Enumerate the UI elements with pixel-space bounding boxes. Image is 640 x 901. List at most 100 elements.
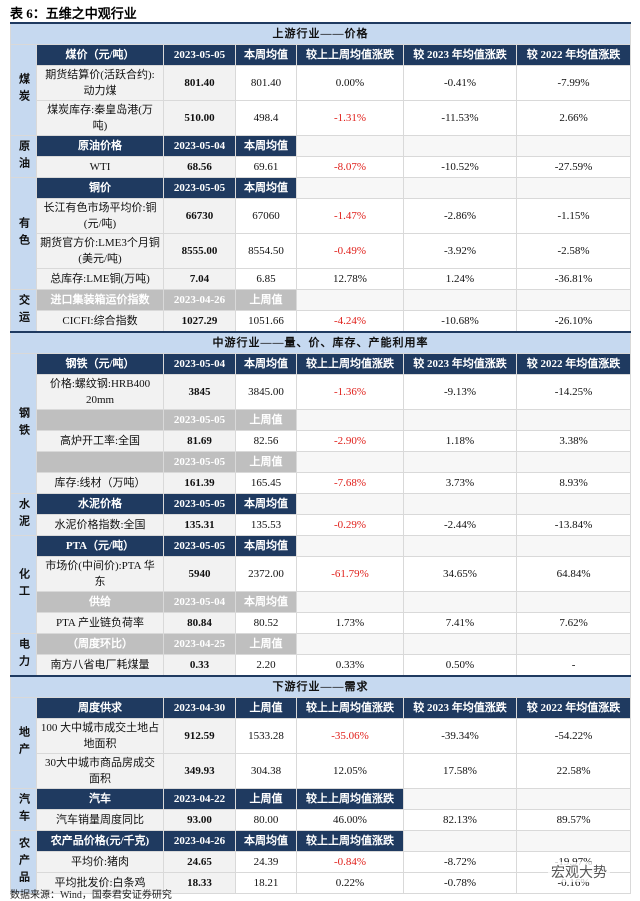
header-row: 有色 铜价 2023-05-05 本周均值 [10,177,632,290]
data-cell: 南方八省电厂耗煤量 [36,654,164,677]
header-cell: 2023-05-05 [163,177,236,199]
header-cell: 2023-05-04 [163,591,236,613]
data-cell: 510.00 [163,100,236,136]
empty-cell [515,535,632,557]
empty-cell [403,633,517,655]
data-cell: -2.90% [296,430,404,452]
header-cell: 2023-05-05 [163,409,236,431]
header-cell: 铜价 [36,177,164,199]
data-row: CICFI:综合指数 1027.29 1051.66 -4.24% -10.68% -26… [11,310,632,333]
header-cell: 上周值 [235,788,297,810]
data-cell: 1027.29 [163,310,236,333]
data-cell: -11.53% [403,100,517,136]
header-row: 地产 周度供求 2023-04-30 上周值 较上上周均值涨跌较 2023 年均值涨跌较… [10,697,632,789]
data-row: 市场价(中间价):PTA 华东 5940 2372.00 -61.79% 34.65% 6… [11,556,632,592]
header-cell: 本周均值 [235,135,297,157]
data-cell: 80.52 [235,612,297,634]
data-cell: 7.41% [403,612,517,634]
data-cell: -27.59% [515,156,632,178]
empty-cell [403,830,517,852]
header-cell: 较 2022 年均值涨跌 [515,697,632,719]
empty-cell [515,177,632,199]
section-title: 上游行业——价格 [9,22,632,45]
header-cell: 2023-05-04 [163,135,236,157]
empty-cell [515,451,632,473]
data-cell: 3845.00 [235,374,297,410]
data-row: 期货官方价:LME3个月铜(美元/吨) 8555.00 8554.50 -0.49% -… [11,233,632,269]
data-cell: 100 大中城市成交土地占地面积 [36,718,164,754]
indicator-table: 上游行业——价格 煤炭 煤价（元/吨） 2023-05-05 本周均值 较上上周均值涨跌较… [9,22,632,894]
data-cell: 8.93% [515,472,632,494]
empty-cell [403,535,517,557]
data-cell: 2.20 [235,654,297,677]
data-cell: -13.84% [515,514,632,536]
empty-cell [515,591,632,613]
sector-label: 煤炭 [10,44,37,136]
header-cell: 本周均值 [235,591,297,613]
data-row: 30大中城市商品房成交面积 349.93 304.38 12.05% 17.58% 22.… [11,753,632,789]
data-row: 煤炭库存:秦皇岛港(万吨) 510.00 498.4 -1.31% -11.53% 2.6… [11,100,632,136]
header-cell: 2023-04-26 [163,289,236,311]
header-row: 原油 原油价格 2023-05-04 本周均值 [10,135,632,178]
data-cell: -61.79% [296,556,404,592]
data-cell: -0.49% [296,233,404,269]
empty-cell [403,493,517,515]
data-cell: 6.85 [235,268,297,290]
empty-cell [296,177,404,199]
data-cell: 3.73% [403,472,517,494]
empty-cell [403,409,517,431]
data-cell: 0.00% [296,65,404,101]
data-cell: 17.58% [403,753,517,789]
empty-cell [296,451,404,473]
header-cell: 2023-05-04 [163,353,236,375]
header-cell: 本周均值 [235,177,297,199]
section-title: 下游行业——需求 [9,675,632,698]
header-cell: 原油价格 [36,135,164,157]
data-cell: 80.84 [163,612,236,634]
header-row: 汽车 汽车 2023-04-22 上周值 较上上周均值涨跌 [10,788,632,831]
data-cell: -9.13% [403,374,517,410]
data-cell: 期货结算价(活跃合约):动力煤 [36,65,164,101]
empty-cell [403,177,517,199]
data-row: 库存:线材（万吨） 161.39 165.45 -7.68% 3.73% 8.93% [11,472,632,494]
empty-cell [296,535,404,557]
data-cell: -4.24% [296,310,404,333]
header-row: 水泥 水泥价格 2023-05-05 本周均值 [10,493,632,536]
data-cell: 1051.66 [235,310,297,333]
data-cell: -1.15% [515,198,632,234]
data-cell: 12.78% [296,268,404,290]
header-cell: 进口集装箱运价指数 [36,289,164,311]
header-cell: 较上上周均值涨跌 [296,697,404,719]
header-cell: 2023-05-05 [163,451,236,473]
data-cell: 总库存:LME铜(万吨) [36,268,164,290]
header-cell: 较上上周均值涨跌 [296,788,404,810]
header-cell [36,451,164,473]
data-cell: 801.40 [163,65,236,101]
empty-cell [403,451,517,473]
data-row: 长江有色市场平均价:铜(元/吨) 66730 67060 -1.47% -2.86% -1… [11,198,632,234]
data-cell: 0.50% [403,654,517,677]
table-title: 表 6：五维之中观行业 [10,6,137,21]
header-cell: 周度供求 [36,697,164,719]
subheader-row: 供给 2023-05-04 本周均值 [11,591,632,613]
data-cell: 12.05% [296,753,404,789]
header-cell: 2023-05-05 [163,535,236,557]
header-cell: 本周均值 [235,44,297,66]
data-cell: -35.06% [296,718,404,754]
header-cell: 较 2022 年均值涨跌 [515,44,632,66]
data-cell: 3845 [163,374,236,410]
header-cell: 钢铁（元/吨） [36,353,164,375]
header-cell: 上周值 [235,289,297,311]
header-cell: 2023-04-30 [163,697,236,719]
data-cell: 7.04 [163,268,236,290]
data-cell: 82.13% [403,809,517,831]
header-cell: 2023-05-05 [163,44,236,66]
section-row: 中游行业——量、价、库存、产能利用率 [9,331,632,354]
header-cell: 农产品价格(元/千克) [36,830,164,852]
header-cell: 较上上周均值涨跌 [296,830,404,852]
section-title: 中游行业——量、价、库存、产能利用率 [9,331,632,354]
header-cell: 2023-04-26 [163,830,236,852]
empty-cell [515,788,632,810]
header-cell: 煤价（元/吨） [36,44,164,66]
